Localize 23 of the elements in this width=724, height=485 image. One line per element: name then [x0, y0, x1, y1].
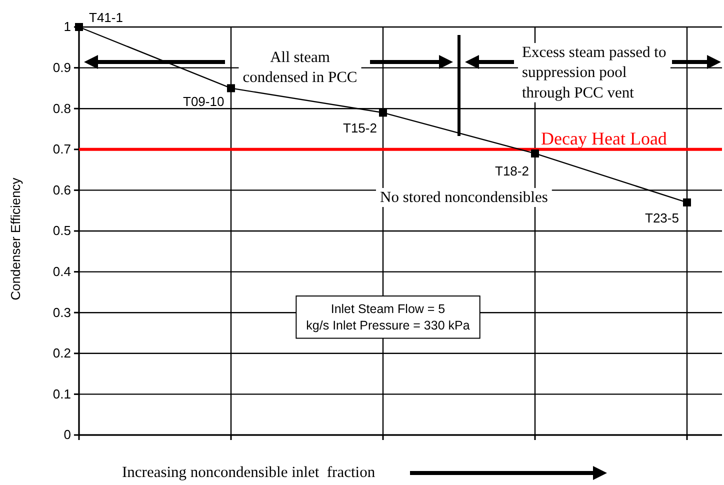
annotation: T09-10 [183, 94, 224, 110]
text: T41-1 [89, 10, 123, 25]
y-tick-label: 0.1 [52, 386, 71, 402]
y-tick-label: 0.5 [52, 223, 71, 238]
y-tick-label: 0.3 [52, 304, 71, 320]
annotation: Excess steam passed to suppression pool through PCC vent [522, 44, 666, 102]
y-axis-title: Condenser Efficiency [8, 177, 23, 300]
ref-line-label: Decay Heat Load [541, 128, 667, 148]
annotation: Inlet Steam Flow = 5 kg/s Inlet Pressure = 330 kPa [306, 302, 470, 332]
annotation: T23-5 [645, 210, 679, 226]
y-tick-label: 0.8 [52, 100, 71, 116]
annotation: No stored noncondensibles [380, 189, 548, 206]
annotation: T18-2 [495, 163, 529, 178]
y-tick-label: 0.6 [52, 182, 71, 198]
annotation: T15-2 [343, 120, 377, 136]
y-tick-label: 0.4 [52, 264, 71, 279]
y-tick-label: 0.2 [52, 346, 71, 361]
y-tick-label: 1 [64, 19, 71, 34]
x-axis-title: Increasing noncondensible inlet fraction [122, 464, 376, 481]
y-tick-label: 0 [64, 427, 71, 442]
y-tick-label: 0.9 [52, 60, 71, 75]
annotation: All steam condensed in PCC [242, 49, 358, 86]
y-tick-label: 0.7 [52, 142, 71, 157]
